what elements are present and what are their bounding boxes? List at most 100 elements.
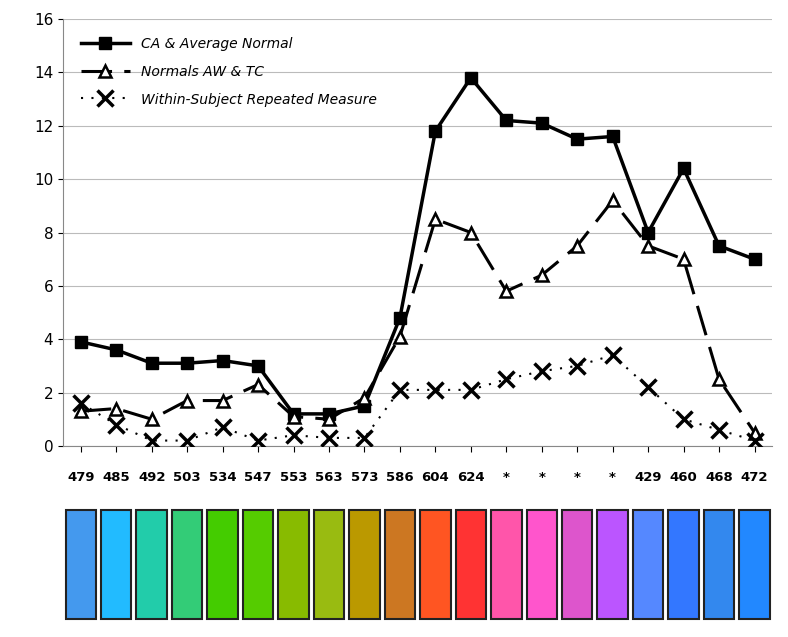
- Text: 472: 472: [741, 471, 768, 484]
- FancyBboxPatch shape: [420, 510, 451, 619]
- Normals AW & TC: [749, 429, 759, 436]
- CA & Average Normal: [537, 119, 547, 127]
- CA & Average Normal: [359, 402, 369, 410]
- Line: Within-Subject Repeated Measure: Within-Subject Repeated Measure: [73, 348, 762, 448]
- Within-Subject Repeated Measure: [430, 386, 440, 394]
- Normals AW & TC: [359, 394, 369, 402]
- Within-Subject Repeated Measure: [749, 437, 759, 445]
- Text: 547: 547: [244, 471, 272, 484]
- Normals AW & TC: [572, 242, 582, 250]
- Normals AW & TC: [325, 415, 334, 423]
- Normals AW & TC: [395, 333, 405, 340]
- Within-Subject Repeated Measure: [253, 437, 262, 445]
- FancyBboxPatch shape: [243, 510, 273, 619]
- Within-Subject Repeated Measure: [325, 434, 334, 441]
- Normals AW & TC: [537, 271, 547, 279]
- FancyBboxPatch shape: [136, 510, 167, 619]
- FancyBboxPatch shape: [172, 510, 203, 619]
- Line: CA & Average Normal: CA & Average Normal: [75, 72, 760, 419]
- Text: *: *: [503, 471, 510, 484]
- CA & Average Normal: [288, 410, 298, 418]
- CA & Average Normal: [253, 362, 262, 369]
- FancyBboxPatch shape: [349, 510, 380, 619]
- FancyBboxPatch shape: [278, 510, 309, 619]
- FancyBboxPatch shape: [314, 510, 344, 619]
- Text: 624: 624: [457, 471, 485, 484]
- Within-Subject Repeated Measure: [608, 352, 617, 359]
- CA & Average Normal: [182, 359, 191, 367]
- Normals AW & TC: [288, 413, 298, 420]
- Within-Subject Repeated Measure: [714, 426, 723, 434]
- Normals AW & TC: [217, 397, 227, 404]
- Text: *: *: [538, 471, 545, 484]
- Normals AW & TC: [253, 381, 262, 389]
- CA & Average Normal: [76, 338, 85, 346]
- Text: 479: 479: [67, 471, 95, 484]
- CA & Average Normal: [749, 255, 759, 263]
- CA & Average Normal: [111, 346, 121, 354]
- FancyBboxPatch shape: [704, 510, 734, 619]
- FancyBboxPatch shape: [65, 510, 96, 619]
- Within-Subject Repeated Measure: [643, 383, 652, 391]
- Within-Subject Repeated Measure: [111, 420, 121, 428]
- CA & Average Normal: [395, 314, 405, 322]
- Text: 534: 534: [209, 471, 236, 484]
- CA & Average Normal: [714, 242, 723, 250]
- Text: 485: 485: [102, 471, 130, 484]
- CA & Average Normal: [430, 127, 440, 135]
- Normals AW & TC: [643, 242, 652, 250]
- Within-Subject Repeated Measure: [217, 424, 227, 431]
- FancyBboxPatch shape: [633, 510, 663, 619]
- FancyBboxPatch shape: [491, 510, 522, 619]
- Normals AW & TC: [76, 408, 85, 415]
- Text: 492: 492: [138, 471, 165, 484]
- Line: Normals AW & TC: Normals AW & TC: [75, 194, 760, 439]
- CA & Average Normal: [572, 135, 582, 143]
- Text: 604: 604: [422, 471, 449, 484]
- Within-Subject Repeated Measure: [359, 434, 369, 441]
- FancyBboxPatch shape: [597, 510, 628, 619]
- Within-Subject Repeated Measure: [395, 386, 405, 394]
- FancyBboxPatch shape: [668, 510, 699, 619]
- Within-Subject Repeated Measure: [501, 375, 511, 383]
- Text: *: *: [574, 471, 581, 484]
- Normals AW & TC: [678, 255, 689, 263]
- Text: 553: 553: [280, 471, 307, 484]
- FancyBboxPatch shape: [101, 510, 132, 619]
- Within-Subject Repeated Measure: [147, 437, 156, 445]
- FancyBboxPatch shape: [526, 510, 557, 619]
- Within-Subject Repeated Measure: [76, 399, 85, 407]
- FancyBboxPatch shape: [455, 510, 486, 619]
- Within-Subject Repeated Measure: [572, 362, 582, 369]
- Text: 586: 586: [386, 471, 414, 484]
- Normals AW & TC: [111, 404, 121, 412]
- Normals AW & TC: [147, 415, 156, 423]
- FancyBboxPatch shape: [739, 510, 770, 619]
- Within-Subject Repeated Measure: [678, 415, 689, 423]
- Normals AW & TC: [501, 287, 511, 295]
- Text: 573: 573: [351, 471, 378, 484]
- Within-Subject Repeated Measure: [182, 437, 191, 445]
- Within-Subject Repeated Measure: [288, 431, 298, 439]
- CA & Average Normal: [608, 132, 617, 140]
- CA & Average Normal: [643, 229, 652, 236]
- Normals AW & TC: [714, 375, 723, 383]
- CA & Average Normal: [325, 410, 334, 418]
- CA & Average Normal: [217, 357, 227, 364]
- Text: 503: 503: [173, 471, 201, 484]
- Within-Subject Repeated Measure: [537, 368, 547, 375]
- Normals AW & TC: [430, 215, 440, 223]
- Normals AW & TC: [608, 197, 617, 204]
- CA & Average Normal: [466, 74, 475, 82]
- Normals AW & TC: [466, 229, 475, 236]
- Text: 563: 563: [315, 471, 343, 484]
- Text: 460: 460: [670, 471, 697, 484]
- Text: *: *: [609, 471, 616, 484]
- FancyBboxPatch shape: [385, 510, 415, 619]
- Legend: CA & Average Normal, Normals AW & TC, Within-Subject Repeated Measure: CA & Average Normal, Normals AW & TC, Wi…: [74, 30, 384, 114]
- FancyBboxPatch shape: [562, 510, 593, 619]
- FancyBboxPatch shape: [207, 510, 238, 619]
- Within-Subject Repeated Measure: [466, 386, 475, 394]
- Text: 429: 429: [634, 471, 662, 484]
- Text: 468: 468: [705, 471, 733, 484]
